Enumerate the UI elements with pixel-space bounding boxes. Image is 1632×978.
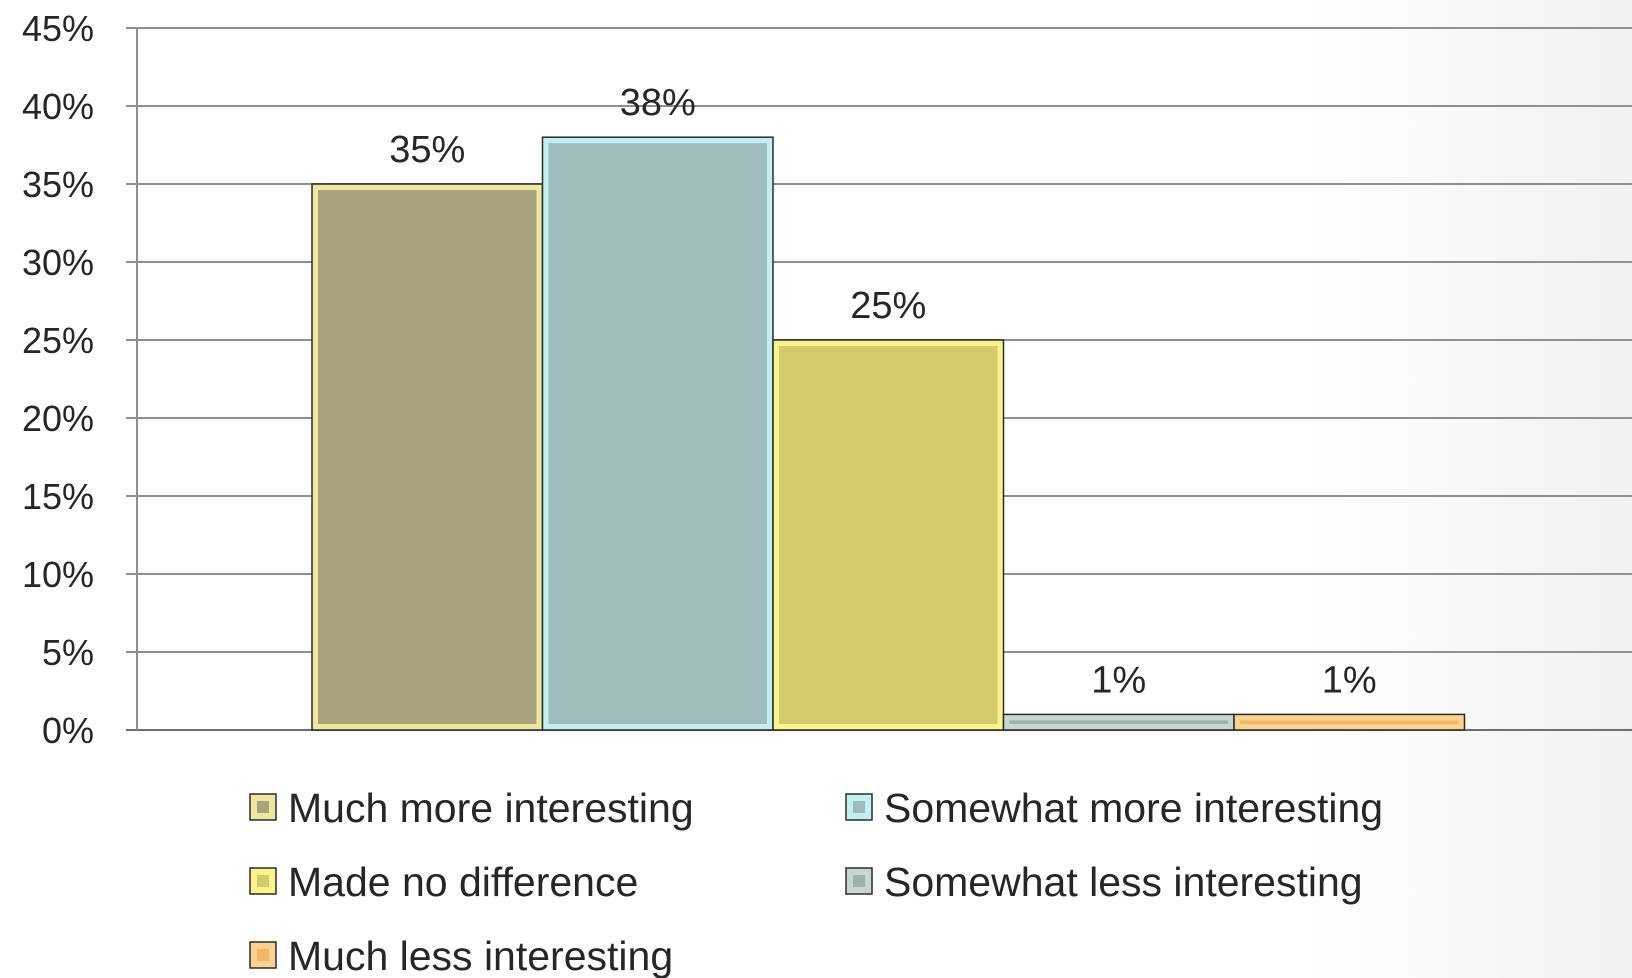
legend: Much more interesting Somewhat more inter… [249,785,1383,978]
y-axis: 0% 5% 10% 15% 20% 25% 30% 35% 40% 45% [22,8,138,751]
bar [1002,713,1235,731]
y-tick-label: 15% [22,476,94,517]
y-tick-label: 40% [22,86,94,127]
y-tick-label: 35% [22,164,94,205]
legend-item: Much more interesting [249,785,694,831]
legend-item: Somewhat more interesting [845,785,1383,831]
bars [311,136,1466,731]
data-label: 1% [1091,659,1146,701]
data-label: 35% [389,129,465,171]
bar [311,183,544,731]
legend-label: Much less interesting [288,933,673,978]
legend-label: Somewhat less interesting [884,859,1363,905]
y-tick-label: 5% [42,632,94,673]
legend-label: Somewhat more interesting [884,785,1383,831]
y-tick-label: 10% [22,554,94,595]
y-tick-label: 25% [22,320,94,361]
y-tick-label: 45% [22,8,94,49]
legend-swatch [249,867,277,895]
data-label: 25% [850,285,926,327]
data-labels: 35% 38% 25% 1% 1% [389,82,1376,701]
bar [772,339,1005,731]
legend-item: Much less interesting [249,933,673,978]
data-label: 1% [1322,659,1377,701]
y-tick-label: 30% [22,242,94,283]
y-tick-label: 20% [22,398,94,439]
legend-label: Much more interesting [288,785,694,831]
legend-item: Made no difference [249,859,638,905]
legend-label: Made no difference [288,859,638,905]
bar [1233,713,1466,731]
y-tick-label: 0% [42,710,94,751]
data-label: 38% [620,82,696,124]
legend-item: Somewhat less interesting [845,859,1363,905]
bar [541,136,774,731]
